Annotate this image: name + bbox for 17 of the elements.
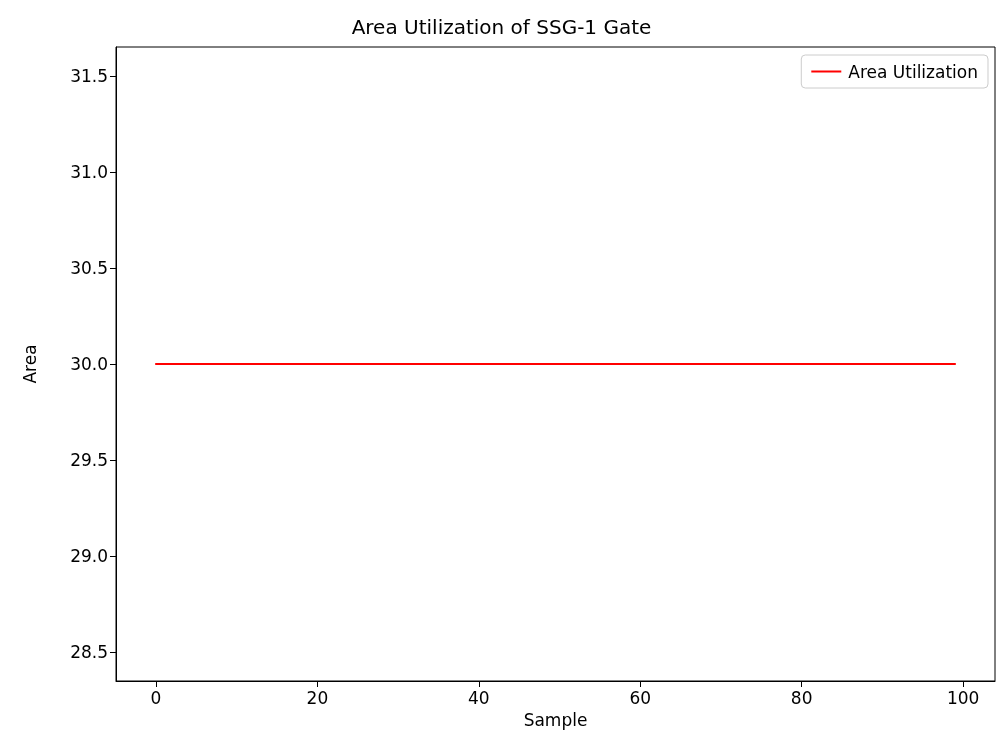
x-tick-label: 40 (468, 687, 490, 708)
x-tick-label: 0 (150, 687, 162, 708)
chart-title: Area Utilization of SSG-1 Gate (351, 15, 652, 39)
x-tick-label: 20 (306, 687, 329, 708)
x-tick-label: 80 (790, 687, 813, 708)
y-tick-label: 30.5 (70, 257, 108, 278)
y-tick-label: 31.0 (70, 161, 108, 182)
x-tick-label: 100 (946, 687, 980, 708)
y-tick-label: 28.5 (70, 642, 108, 663)
y-tick-label: 30.0 (70, 354, 108, 374)
y-tick-label: 29.5 (70, 450, 108, 471)
x-tick-label: 60 (629, 687, 652, 708)
y-tick-label: 29.0 (70, 546, 108, 567)
y-tick-label: 31.5 (70, 65, 108, 86)
y-axis-title: Area (19, 344, 40, 384)
legend-label: Area Utilization (848, 61, 979, 82)
x-axis-title: Sample (523, 709, 588, 730)
